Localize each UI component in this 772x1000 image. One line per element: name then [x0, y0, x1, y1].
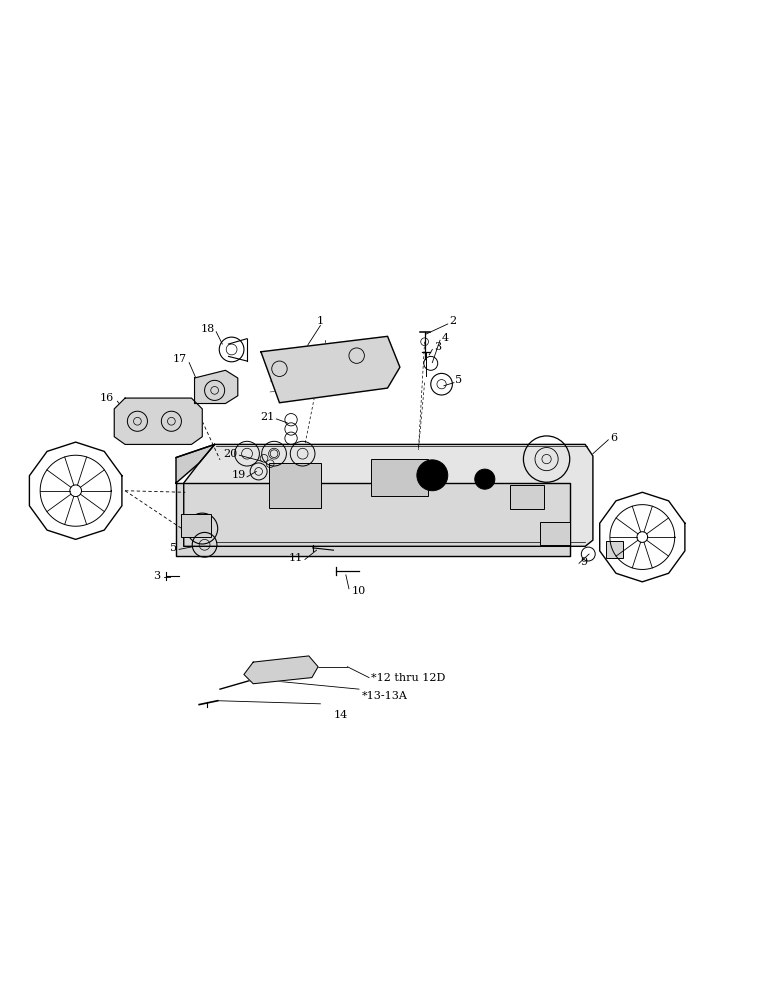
Circle shape [475, 469, 495, 489]
Text: 7: 7 [678, 537, 685, 547]
Text: 2: 2 [449, 316, 456, 326]
Text: 6: 6 [610, 433, 617, 443]
Polygon shape [114, 398, 202, 444]
Text: 15: 15 [44, 464, 58, 474]
Polygon shape [261, 336, 400, 403]
Text: 16: 16 [100, 393, 114, 403]
Text: 21: 21 [260, 412, 274, 422]
Bar [371, 459, 428, 496]
Text: 4: 4 [442, 333, 449, 343]
Text: 18: 18 [201, 324, 215, 334]
Polygon shape [244, 656, 318, 684]
Polygon shape [195, 370, 238, 403]
Text: 3: 3 [434, 342, 441, 352]
Text: 17: 17 [173, 354, 187, 364]
Polygon shape [176, 483, 570, 556]
Text: 5: 5 [171, 543, 178, 553]
Bar [181, 514, 211, 537]
Bar [269, 463, 321, 508]
Text: 11: 11 [289, 553, 303, 563]
Text: *13-13A: *13-13A [361, 691, 407, 701]
Text: 5: 5 [455, 375, 462, 385]
Text: 14: 14 [334, 710, 347, 720]
Bar [510, 485, 544, 509]
Polygon shape [29, 442, 122, 539]
Text: 3: 3 [154, 571, 161, 581]
Text: 8: 8 [616, 557, 623, 567]
Bar [606, 541, 623, 558]
Text: 1: 1 [317, 316, 324, 326]
Text: 20: 20 [224, 449, 238, 459]
Polygon shape [600, 492, 685, 582]
Text: *12 thru 12D: *12 thru 12D [371, 673, 445, 683]
Bar [540, 522, 570, 545]
Text: 10: 10 [351, 586, 365, 596]
Polygon shape [184, 444, 593, 546]
Circle shape [417, 460, 448, 491]
Text: 19: 19 [232, 470, 245, 480]
Text: 9: 9 [581, 557, 587, 567]
Polygon shape [176, 444, 215, 483]
